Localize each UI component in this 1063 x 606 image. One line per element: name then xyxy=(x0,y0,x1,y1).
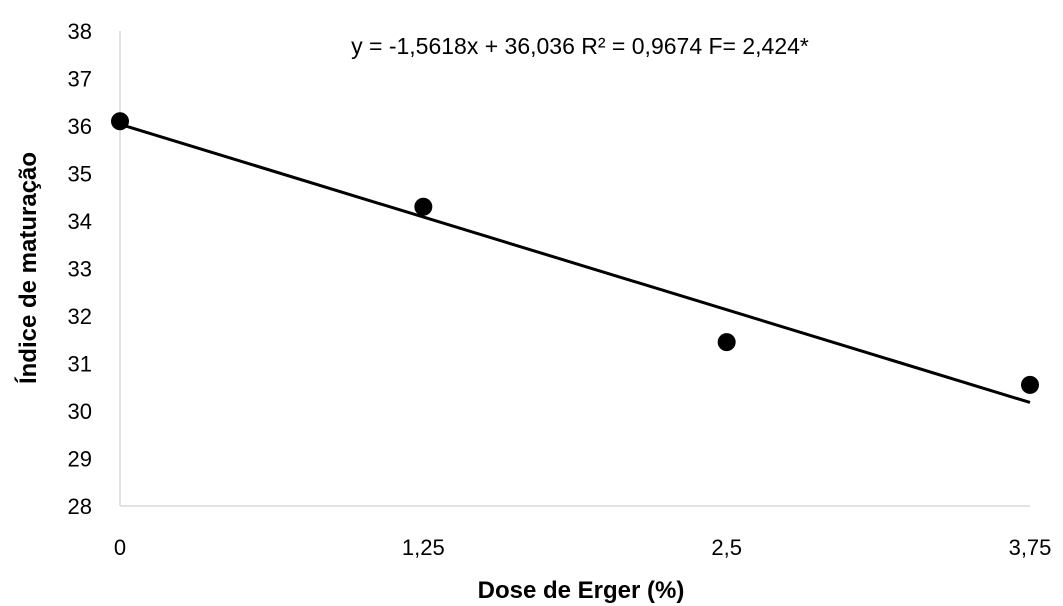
x-tick-label: 1,25 xyxy=(402,535,445,560)
y-tick-label: 32 xyxy=(68,304,92,329)
data-point xyxy=(111,112,129,131)
x-tick-label: 2,5 xyxy=(711,535,742,560)
trendline xyxy=(119,122,1031,404)
y-tick-label: 38 xyxy=(68,19,92,44)
y-tick-label: 37 xyxy=(68,67,92,92)
y-tick-labels: 28 29 30 31 32 33 34 35 36 37 38 xyxy=(68,19,92,519)
regression-annotation: y = -1,5618x + 36,036 R² = 0,9674 F= 2,4… xyxy=(351,33,809,59)
y-tick-label: 35 xyxy=(68,162,92,187)
trendline-group xyxy=(119,122,1031,404)
data-point xyxy=(414,197,433,216)
y-tick-label: 36 xyxy=(68,114,92,139)
y-tick-label: 28 xyxy=(68,494,92,519)
y-tick-label: 33 xyxy=(68,257,92,282)
y-tick-label: 34 xyxy=(68,209,92,234)
y-tick-label: 30 xyxy=(68,399,92,424)
y-axis-title: Índice de maturação xyxy=(14,152,42,384)
y-tick-label: 29 xyxy=(68,447,92,472)
x-tick-label: 0 xyxy=(114,535,126,560)
axes xyxy=(119,31,1030,507)
x-tick-label: 3,75 xyxy=(1009,535,1052,560)
data-points xyxy=(111,112,1039,394)
x-tick-labels: 0 1,25 2,5 3,75 xyxy=(114,535,1052,560)
y-tick-label: 31 xyxy=(68,352,92,377)
data-point xyxy=(1021,375,1039,394)
x-axis-title: Dose de Erger (%) xyxy=(478,577,685,604)
data-point xyxy=(717,333,736,352)
